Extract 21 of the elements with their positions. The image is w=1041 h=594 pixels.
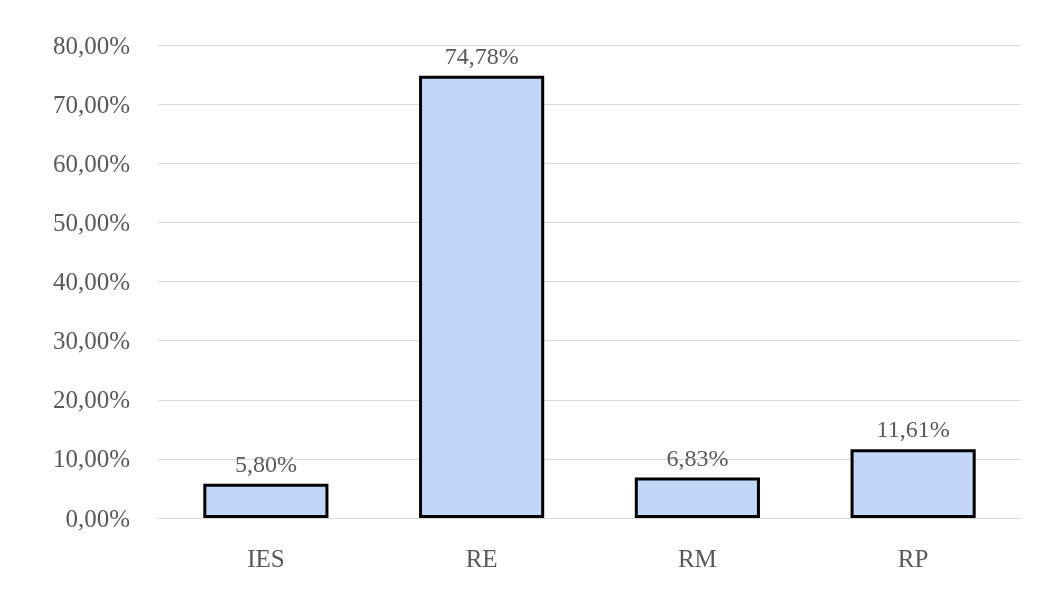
bar xyxy=(203,483,329,518)
bar xyxy=(850,449,976,518)
y-tick-label: 30,00% xyxy=(52,327,130,355)
y-tick-label: 80,00% xyxy=(52,31,130,59)
data-label: 6,83% xyxy=(666,444,729,471)
data-label: 11,61% xyxy=(876,416,950,443)
data-label: 5,80% xyxy=(234,450,297,477)
y-tick-label: 40,00% xyxy=(52,268,130,295)
x-tick-label: RP xyxy=(897,545,929,572)
x-tick-label: RE xyxy=(465,545,498,572)
bar xyxy=(419,75,545,518)
y-tick-label: 70,00% xyxy=(52,90,130,118)
bar xyxy=(634,477,760,518)
data-label: 74,78% xyxy=(444,42,519,69)
y-tick-label: 0,00% xyxy=(65,504,130,532)
y-tick-label: 60,00% xyxy=(52,149,130,177)
y-tick-label: 20,00% xyxy=(52,386,130,414)
y-tick-label: 10,00% xyxy=(52,445,130,473)
y-tick-label: 50,00% xyxy=(52,208,130,236)
x-tick-label: RM xyxy=(677,545,717,572)
x-tick-label: IES xyxy=(247,545,285,572)
